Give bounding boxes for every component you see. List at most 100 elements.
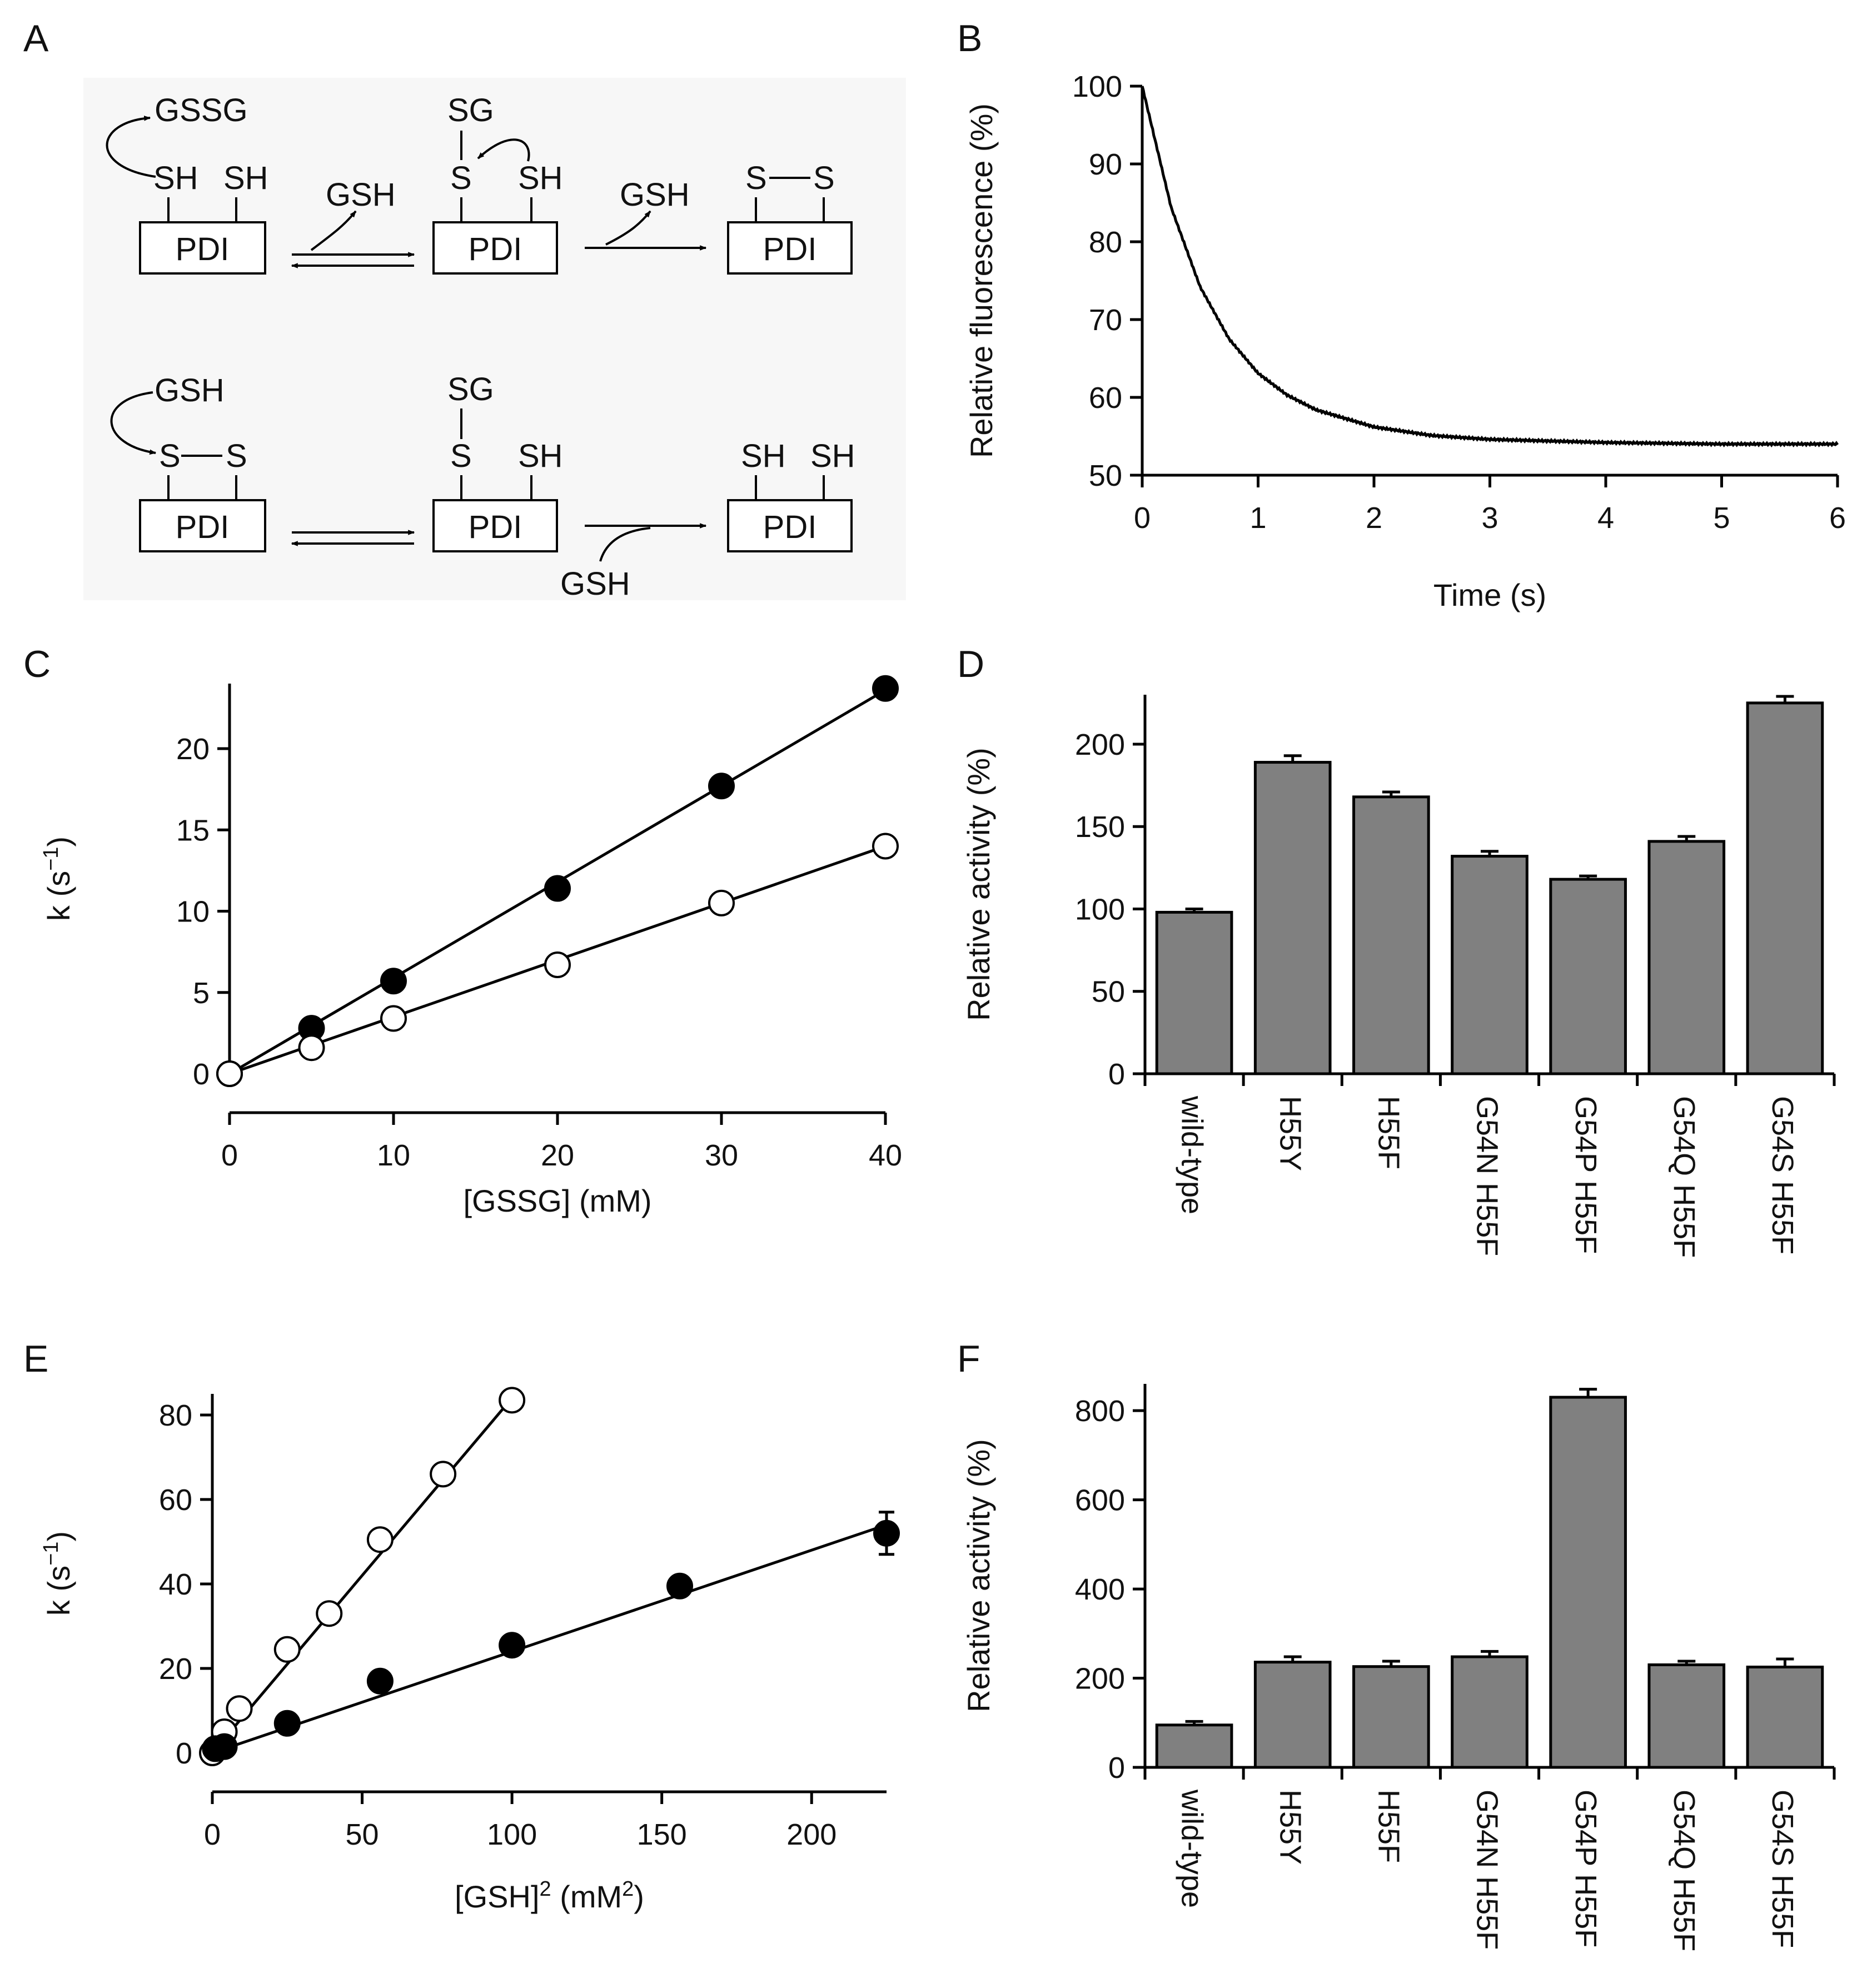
data-point-filled <box>366 1667 394 1695</box>
bar-g54s-h55f <box>1746 1665 1824 1769</box>
mixed-disulfide-label: SG <box>447 371 494 407</box>
y-tick-label: 0 <box>1108 1058 1125 1091</box>
data-point-open <box>872 833 899 860</box>
y-tick-label: 100 <box>1075 893 1125 926</box>
y-tick-label: 0 <box>193 1058 210 1091</box>
axis-label-part: k (s <box>41 1566 76 1616</box>
y-axis-label: k (s−1) <box>39 1531 76 1616</box>
data-point-filled <box>666 1572 694 1600</box>
y-tick-label: 60 <box>1089 381 1122 415</box>
reduction-pathway: PDI S S GSH PDI S SH SG GSH PDI <box>110 371 855 602</box>
x-tick-label: 10 <box>377 1139 410 1172</box>
y-tick-label: 100 <box>1072 70 1122 103</box>
data-point-open <box>430 1461 457 1488</box>
x-tick-label: 2 <box>1366 501 1382 535</box>
y-tick-label: 80 <box>159 1399 192 1432</box>
data-point-filled <box>873 1519 900 1547</box>
axis-label-part: ) <box>634 1879 644 1914</box>
y-axis-label: Relative fluorescence (%) <box>964 103 999 458</box>
pdi-box <box>432 499 558 552</box>
attack-arrow <box>106 116 156 178</box>
category-label: G54N H55F <box>1471 1096 1504 1256</box>
pdi-label: PDI <box>469 509 522 545</box>
sulfur-group: S <box>226 438 247 474</box>
data-point-filled <box>273 1710 301 1737</box>
release-arrow <box>310 210 357 251</box>
y-tick-label: 40 <box>159 1568 192 1601</box>
y-tick-label: 0 <box>176 1737 192 1770</box>
data-point-open <box>708 889 735 916</box>
y-tick-label: 10 <box>176 895 210 929</box>
thiol-group: SH <box>810 438 855 474</box>
pdi-label: PDI <box>469 231 522 267</box>
sulfur-group: S <box>745 160 767 196</box>
category-label: G54S H55F <box>1766 1096 1799 1254</box>
y-axis-label: k (s−1) <box>39 836 76 921</box>
reagent-label: GSH <box>155 372 225 408</box>
x-tick-label: 5 <box>1713 501 1730 535</box>
attack-arrow <box>110 391 157 455</box>
y-tick-label: 800 <box>1075 1394 1125 1428</box>
fit-line-open <box>211 1397 514 1754</box>
x-tick-label: 0 <box>221 1139 238 1172</box>
data-point-open <box>499 1387 526 1414</box>
pdi-label: PDI <box>176 509 230 545</box>
sulfur-group: S <box>159 438 181 474</box>
category-label: G54S H55F <box>1766 1790 1799 1948</box>
attack-arrow <box>477 138 530 162</box>
axis-label-part: (mM <box>551 1879 623 1914</box>
bar-g54n-h55f <box>1451 1655 1529 1769</box>
panel-label-c: C <box>23 643 51 685</box>
bar-wild-type <box>1155 1723 1233 1769</box>
reagent-label: GSH <box>560 566 630 602</box>
y-tick-label: 200 <box>1075 1662 1125 1696</box>
y-tick-label: 5 <box>193 976 210 1010</box>
released-label: GSH <box>326 177 396 213</box>
y-tick-label: 80 <box>1089 226 1122 259</box>
pdi-label: PDI <box>763 509 817 545</box>
reagent-label: GSSG <box>155 92 248 128</box>
sulfur-group: S <box>450 438 472 474</box>
y-tick-label: 150 <box>1075 810 1125 844</box>
category-label: wild-type <box>1175 1789 1208 1908</box>
chart-fluorescence-trace: 50 60 70 80 90 100 0 1 2 3 4 5 6 Time (s) Relative flu… <box>964 70 1846 612</box>
data-point-open <box>366 1526 394 1553</box>
x-tick-label: 0 <box>204 1818 221 1851</box>
data-point-filled <box>544 875 571 902</box>
x-tick-label: 1 <box>1249 501 1266 535</box>
axis-label-part: k (s <box>41 871 76 921</box>
bar-g54p-h55f <box>1549 1396 1627 1769</box>
axis-label-part: 2 <box>622 1877 634 1901</box>
y-tick-label: 200 <box>1075 728 1125 761</box>
bar-h55y <box>1253 761 1332 1075</box>
bar-h55y <box>1253 1661 1332 1769</box>
thiol-group: SH <box>518 438 563 474</box>
axis-label-part: ) <box>41 836 76 847</box>
x-axis-label: [GSSG] (mM) <box>463 1183 651 1218</box>
data-point-filled <box>872 675 899 702</box>
data-point-open <box>273 1636 301 1663</box>
y-axis-label: Relative activity (%) <box>961 1439 996 1712</box>
pdi-box <box>139 221 266 275</box>
bar-g54n-h55f <box>1451 855 1529 1075</box>
data-point-open <box>216 1060 243 1087</box>
reaction-scheme: PDI SH SH GSSG GSH PDI S SH SG GSH <box>83 78 906 602</box>
pdi-box <box>432 221 558 275</box>
data-point-open <box>316 1600 343 1627</box>
axis-label-part: −1 <box>39 1542 63 1566</box>
data-point-filled <box>708 773 735 800</box>
bar-h55f <box>1352 795 1430 1075</box>
category-label: G54N H55F <box>1471 1790 1504 1950</box>
panel-label-b: B <box>957 17 982 59</box>
thiol-group: SH <box>741 438 786 474</box>
category-label: G54P H55F <box>1569 1096 1602 1254</box>
chart-reduction-activity: 0 200 400 600 800 wild-type H55Y H55F G54N H55F G… <box>961 1384 1836 1951</box>
fluorescence-trace-line <box>1141 86 1839 447</box>
x-axis-label: [GSH]2 (mM2) <box>455 1877 644 1914</box>
y-tick-label: 50 <box>1092 975 1125 1009</box>
bar-g54q-h55f <box>1647 1663 1726 1769</box>
category-label: G54Q H55F <box>1667 1096 1701 1258</box>
pdi-box <box>139 499 266 552</box>
y-tick-label: 0 <box>1108 1751 1125 1785</box>
